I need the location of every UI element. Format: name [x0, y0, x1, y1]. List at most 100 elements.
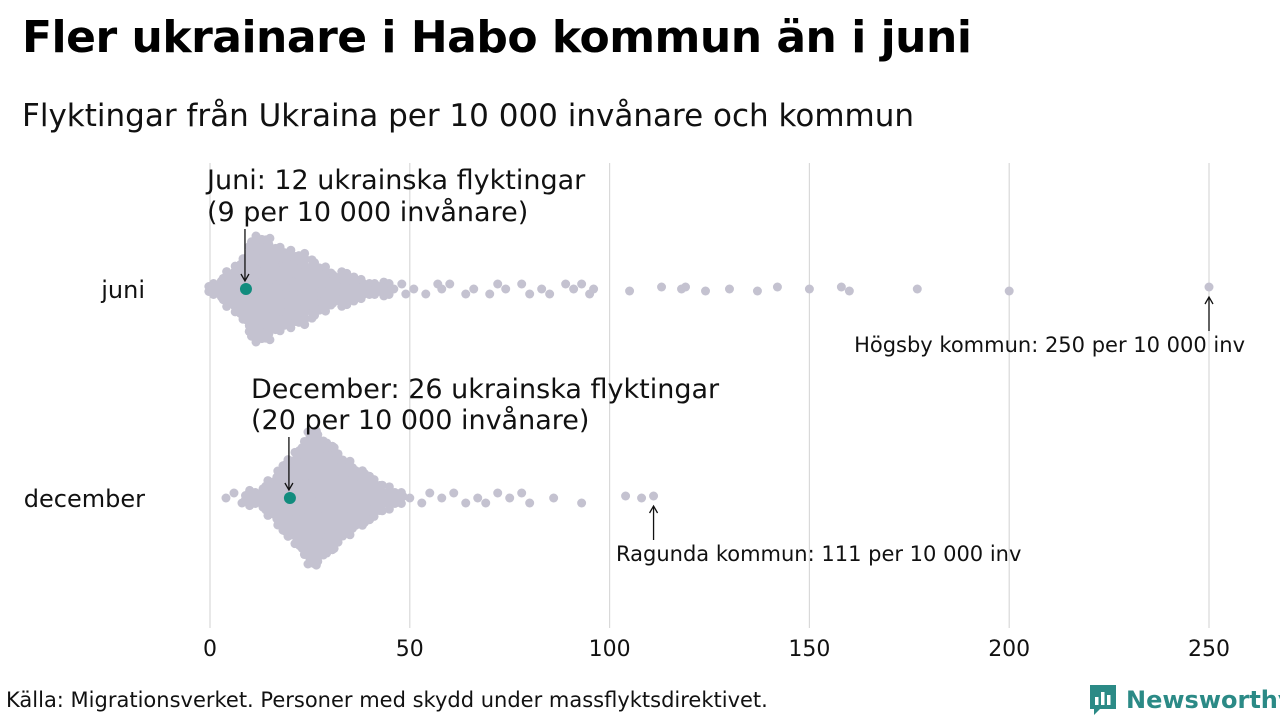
data-point [752, 286, 762, 296]
data-point [561, 279, 571, 289]
source-note: Källa: Migrationsverket. Personer med sk… [6, 688, 768, 712]
data-point [577, 279, 587, 289]
data-point [724, 284, 734, 294]
data-point [377, 506, 387, 516]
highlight-arrowhead [284, 482, 294, 492]
data-point [804, 284, 814, 294]
highlight-annotation-line1: Juni: 12 ukrainska flyktingar [205, 165, 586, 196]
data-point [637, 493, 647, 503]
data-point [396, 499, 406, 508]
data-point [481, 498, 491, 508]
data-point [657, 282, 667, 292]
highlight-arrowhead [240, 273, 250, 283]
data-point [1004, 286, 1014, 296]
extreme-arrowhead [648, 504, 659, 514]
data-point [396, 488, 406, 497]
extreme-arrowhead [1204, 295, 1214, 305]
x-tick-label: 0 [203, 637, 217, 662]
data-point [625, 286, 635, 296]
data-point [342, 268, 352, 278]
data-point [445, 279, 455, 289]
data-point [342, 300, 352, 310]
data-point [300, 248, 310, 258]
data-point [517, 488, 527, 498]
chart-title: Fler ukrainare i Habo kommun än i juni [22, 12, 972, 63]
extreme-annotation: Högsby kommun: 250 per 10 000 inv [854, 333, 1245, 357]
data-point [384, 504, 394, 514]
data-point [577, 498, 587, 508]
data-point [449, 488, 459, 498]
highlight-annotation-line2: (9 per 10 000 invånare) [207, 197, 528, 228]
data-point [397, 279, 407, 289]
data-point [300, 320, 310, 330]
gridlines [209, 163, 1210, 628]
data-point [221, 493, 231, 503]
data-point [384, 482, 394, 492]
data-point [473, 493, 483, 503]
data-point [621, 491, 631, 501]
data-point [286, 323, 296, 333]
bar-chart-logo-icon [1090, 685, 1116, 715]
x-tick-label: 100 [589, 637, 631, 662]
chart-subtitle: Flyktingar från Ukraina per 10 000 invån… [22, 98, 915, 134]
data-point [537, 284, 547, 294]
data-point [505, 493, 515, 503]
data-point [265, 233, 275, 243]
data-point [437, 284, 447, 294]
data-point [321, 306, 331, 316]
row-label-juni: juni [100, 276, 145, 304]
highlight-point [283, 492, 296, 504]
data-point [681, 282, 691, 292]
data-point [333, 537, 343, 547]
data-point [469, 284, 479, 294]
data-point [321, 262, 331, 272]
data-point [425, 488, 435, 498]
highlight-annotation-line2: (20 per 10 000 invånare) [251, 405, 589, 436]
x-tick-label: 200 [988, 637, 1030, 662]
data-point [421, 289, 431, 299]
data-point [405, 493, 415, 503]
data-point [549, 493, 559, 503]
data-point [313, 430, 323, 440]
data-point [525, 289, 535, 299]
data-point [461, 289, 471, 299]
data-point [461, 498, 471, 508]
data-point [525, 498, 535, 508]
data-point [333, 449, 343, 459]
data-point [836, 282, 846, 292]
data-point [237, 498, 247, 508]
brand-name: Newsworthy [1126, 686, 1280, 714]
data-point [409, 284, 419, 294]
data-point [377, 480, 387, 490]
highlight-point [239, 283, 252, 295]
beeswarm-chart: 0 50 100 150 200 250 juni december Juni: 12 ukra… [24, 163, 1245, 662]
data-point [772, 282, 782, 292]
data-point [912, 284, 922, 294]
data-point [265, 335, 275, 345]
data-point [701, 286, 711, 296]
data-point [389, 284, 399, 294]
data-point [493, 279, 503, 289]
data-points [204, 231, 1214, 570]
data-point [517, 279, 527, 289]
data-point [313, 556, 323, 566]
row-label-december: december [24, 485, 145, 513]
data-point [369, 475, 379, 485]
data-point [485, 289, 495, 299]
data-point [401, 289, 411, 299]
data-point [545, 289, 555, 299]
x-tick-label: 250 [1188, 637, 1230, 662]
data-point [493, 488, 503, 498]
data-point [229, 488, 239, 498]
data-point [437, 493, 447, 503]
data-point [417, 498, 427, 508]
data-point [844, 286, 854, 296]
extreme-annotation: Ragunda kommun: 111 per 10 000 inv [616, 542, 1021, 566]
data-point [501, 284, 511, 294]
data-point [286, 245, 296, 255]
data-point [589, 284, 599, 294]
data-point [1204, 282, 1214, 292]
data-point [649, 491, 659, 501]
x-tick-label: 150 [788, 637, 830, 662]
x-tick-label: 50 [396, 637, 424, 662]
